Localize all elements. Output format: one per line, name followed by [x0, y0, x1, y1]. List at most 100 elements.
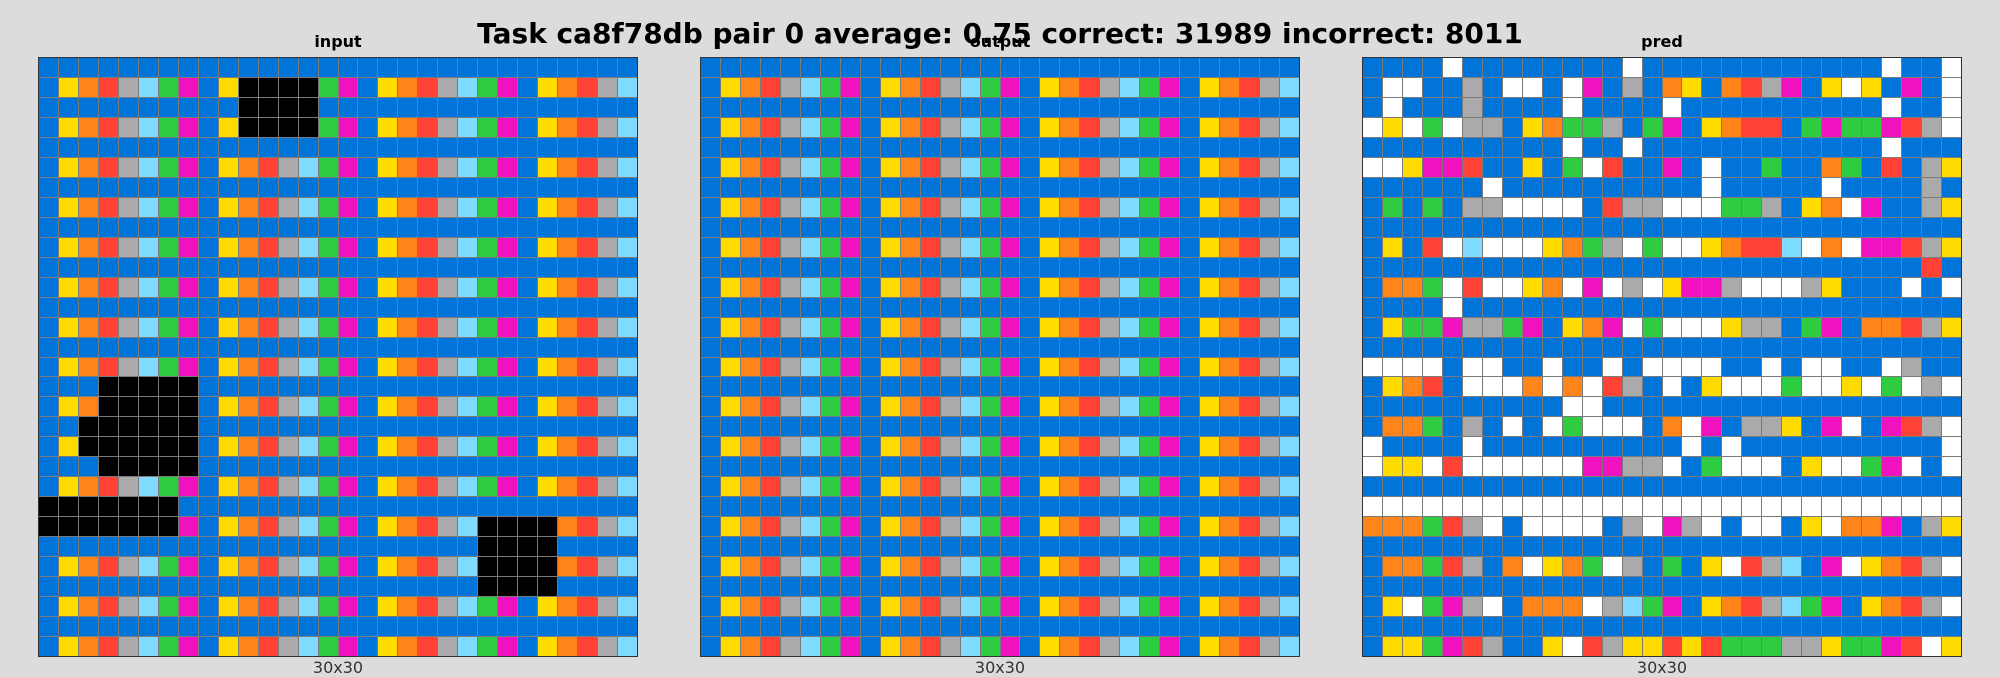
grid-cell — [518, 437, 538, 457]
grid-cell — [1602, 477, 1622, 497]
grid-cell — [800, 257, 820, 277]
grid-cell — [118, 497, 138, 517]
grid-cell — [701, 217, 720, 237]
grid-cell — [39, 177, 58, 197]
grid-cell — [1120, 617, 1140, 637]
grid-cell — [1582, 397, 1602, 417]
grid-cell — [478, 437, 498, 457]
grid-cell — [538, 417, 558, 437]
grid-cell — [1140, 97, 1160, 117]
grid-cell — [1100, 437, 1120, 457]
grid-cell — [1922, 437, 1942, 457]
grid-cell — [920, 577, 940, 597]
grid-cell — [1942, 257, 1961, 277]
grid-cell — [1602, 77, 1622, 97]
grid-cell — [498, 277, 518, 297]
grid-cell — [840, 117, 860, 137]
grid-cell — [1742, 117, 1762, 137]
grid-cell — [1363, 237, 1382, 257]
grid-cell — [498, 157, 518, 177]
grid-cell — [1662, 497, 1682, 517]
grid-cell — [1442, 197, 1462, 217]
grid-cell — [438, 557, 458, 577]
grid-cell — [1240, 277, 1260, 297]
grid-cell — [1363, 477, 1382, 497]
grid-cell — [701, 497, 720, 517]
grid-cell — [1582, 617, 1602, 637]
grid-cell — [358, 277, 378, 297]
grid-cell — [1200, 277, 1220, 297]
grid-cell — [1462, 117, 1482, 137]
grid-cell — [1040, 537, 1060, 557]
grid-cell — [740, 97, 760, 117]
grid-cell — [701, 337, 720, 357]
grid-cell — [238, 217, 258, 237]
grid-cell — [880, 157, 900, 177]
grid-cell — [820, 337, 840, 357]
grid-cell — [458, 197, 478, 217]
grid-cell — [1280, 597, 1299, 617]
grid-cell — [1582, 317, 1602, 337]
grid-cell — [618, 537, 637, 557]
grid-cell — [780, 457, 800, 477]
grid-cell — [840, 177, 860, 197]
grid-cell — [158, 58, 178, 77]
grid-cell — [1502, 477, 1522, 497]
grid-cell — [1402, 557, 1422, 577]
grid-cell — [39, 77, 58, 97]
grid-cell — [238, 337, 258, 357]
grid-cell — [1662, 477, 1682, 497]
grid-cell — [800, 337, 820, 357]
grid-cell — [1000, 457, 1020, 477]
grid-cell — [980, 457, 1000, 477]
grid-cell — [1100, 577, 1120, 597]
grid-cell — [1040, 317, 1060, 337]
grid-cell — [1000, 417, 1020, 437]
grid-cell — [39, 477, 58, 497]
grid-cell — [1000, 357, 1020, 377]
grid-cell — [1662, 557, 1682, 577]
grid-cell — [701, 137, 720, 157]
grid-cell — [1522, 637, 1542, 656]
grid-cell — [1060, 297, 1080, 317]
grid-cell — [880, 337, 900, 357]
grid-cell — [1702, 58, 1722, 77]
grid-cell — [178, 457, 198, 477]
grid-cell — [238, 377, 258, 397]
grid-cell — [338, 177, 358, 197]
grid-cell — [960, 397, 980, 417]
grid-cell — [1562, 217, 1582, 237]
grid-cell — [760, 637, 780, 656]
grid-cell — [701, 537, 720, 557]
grid-cell — [438, 457, 458, 477]
grid-cell — [860, 417, 880, 437]
grid-cell — [880, 237, 900, 257]
grid-cell — [1942, 277, 1961, 297]
grid-cell — [840, 277, 860, 297]
grid-cell — [1442, 337, 1462, 357]
grid-cell — [258, 637, 278, 656]
grid-cell — [1240, 137, 1260, 157]
grid-cell — [198, 357, 218, 377]
grid-cell — [860, 297, 880, 317]
grid-cell — [1662, 77, 1682, 97]
grid-cell — [940, 557, 960, 577]
grid-cell — [1363, 257, 1382, 277]
grid-cell — [298, 77, 318, 97]
grid-cell — [138, 497, 158, 517]
grid-cell — [1582, 137, 1602, 157]
grid-cell — [558, 597, 578, 617]
grid-cell — [398, 597, 418, 617]
grid-cell — [1482, 537, 1502, 557]
grid-cell — [1742, 637, 1762, 656]
grid-cell — [840, 337, 860, 357]
grid-cell — [318, 297, 338, 317]
grid-cell — [1522, 457, 1542, 477]
grid-cell — [1080, 357, 1100, 377]
grid-cell — [880, 437, 900, 457]
grid-cell — [920, 417, 940, 437]
grid-cell — [218, 337, 238, 357]
grid-cell — [1000, 197, 1020, 217]
grid-cell — [860, 397, 880, 417]
grid-cell — [1040, 58, 1060, 77]
